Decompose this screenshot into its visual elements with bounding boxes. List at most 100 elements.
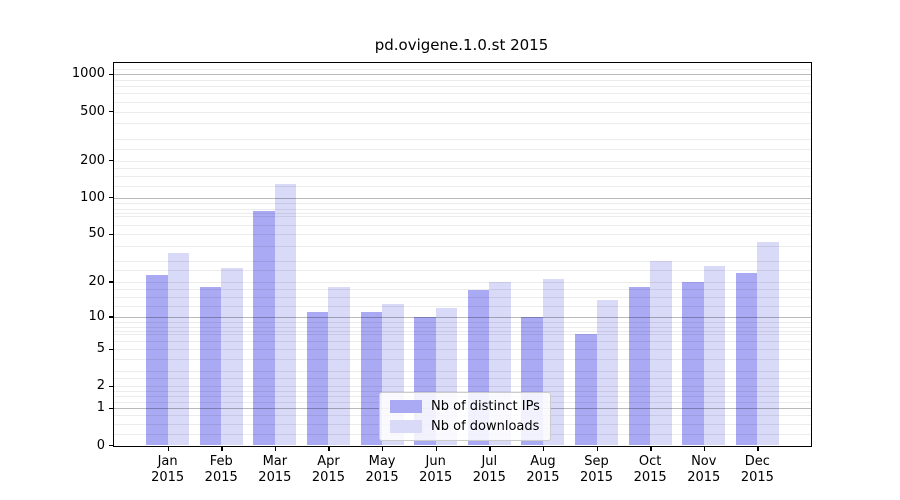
bar-distinct-ips-apr [306, 312, 329, 446]
major-gridline [114, 197, 811, 199]
x-tick-label-jan: Jan 2015 [140, 454, 196, 487]
minor-gridline [114, 69, 811, 71]
x-label-year: 2015 [204, 470, 238, 485]
minor-gridline [114, 224, 811, 226]
bar-distinct-ips-nov [682, 281, 704, 446]
legend-item-downloads: Nb of downloads [390, 419, 540, 434]
y-tick-0 [109, 445, 114, 447]
x-tick-label-may: May 2015 [354, 454, 410, 487]
minor-gridline [114, 86, 811, 88]
x-tick-aug [542, 445, 545, 451]
minor-gridline [114, 148, 811, 150]
x-tick-label-dec: Dec 2015 [729, 454, 785, 487]
minor-gridline [114, 234, 811, 236]
x-tick-label-oct: Oct 2015 [622, 454, 678, 487]
x-tick-feb [221, 445, 223, 451]
legend-label-distinct-ips: Nb of distinct IPs [431, 399, 540, 414]
y-tick-label-500: 500 [80, 103, 105, 119]
y-tick-5 [109, 348, 114, 351]
x-tick-may [382, 445, 384, 451]
x-label-year: 2015 [633, 470, 667, 485]
x-tick-dec [757, 445, 759, 451]
minor-gridline [114, 203, 811, 205]
x-label-month: Jan [157, 453, 178, 469]
legend-label-downloads: Nb of downloads [431, 419, 540, 434]
x-label-year: 2015 [419, 470, 453, 485]
x-tick-label-aug: Aug 2015 [515, 454, 571, 487]
x-label-year: 2015 [151, 470, 185, 485]
x-label-month: Jul [481, 453, 498, 469]
bar-downloads-sep [596, 300, 619, 446]
x-label-year: 2015 [258, 470, 292, 485]
x-label-month: Feb [209, 453, 233, 469]
y-tick-label-20: 20 [88, 273, 105, 289]
x-tick-label-nov: Nov 2015 [676, 454, 732, 487]
x-label-month: Mar [262, 453, 288, 469]
x-label-month: Nov [691, 453, 717, 469]
x-tick-mar [274, 445, 277, 451]
bar-downloads-oct [650, 261, 672, 446]
x-label-year: 2015 [579, 470, 614, 485]
major-gridline [114, 316, 811, 318]
y-tick-label-100: 100 [80, 189, 105, 205]
bar-distinct-ips-mar [253, 210, 275, 446]
y-tick-label-0: 0 [96, 437, 105, 453]
x-label-month: Dec [744, 453, 770, 469]
x-label-year: 2015 [311, 470, 345, 485]
minor-gridline [114, 80, 811, 81]
minor-gridline [114, 123, 811, 125]
x-label-year: 2015 [365, 470, 399, 485]
minor-gridline [114, 216, 811, 218]
bar-distinct-ips-jan [146, 274, 168, 446]
x-tick-apr [328, 445, 330, 451]
minor-gridline [114, 371, 811, 373]
minor-gridline [114, 333, 811, 335]
chart-title: pd.ovigene.1.0.st 2015 [374, 36, 549, 54]
x-tick-label-jul: Jul 2015 [461, 454, 517, 487]
bar-distinct-ips-may [360, 312, 383, 446]
legend-item-distinct-ips: Nb of distinct IPs [390, 399, 540, 414]
bar-downloads-jan [167, 252, 190, 446]
minor-gridline [114, 305, 811, 307]
x-label-month: Sep [584, 453, 609, 469]
x-label-month: Apr [317, 453, 340, 469]
x-label-month: May [368, 453, 396, 469]
minor-gridline [114, 101, 811, 103]
minor-gridline [114, 245, 811, 247]
plot-area: Nb of distinct IPs Nb of downloads Jan 20… [72, 62, 812, 485]
minor-gridline [114, 386, 811, 388]
bar-distinct-ips-feb [199, 287, 222, 446]
minor-gridline [114, 261, 811, 263]
x-label-year: 2015 [526, 470, 560, 485]
y-tick-label-5: 5 [96, 341, 105, 357]
x-label-month: Jun [425, 453, 446, 469]
bar-downloads-nov [703, 266, 726, 446]
x-tick-sep [596, 445, 598, 451]
bar-downloads-feb [221, 268, 243, 446]
legend-swatch-downloads [390, 420, 422, 433]
minor-gridline [114, 185, 811, 187]
minor-gridline [114, 340, 811, 342]
minor-gridline [114, 281, 811, 283]
y-tick-2 [109, 385, 114, 388]
y-tick-50 [109, 233, 114, 236]
major-gridline [114, 74, 811, 76]
x-label-year: 2015 [740, 470, 774, 485]
minor-gridline [114, 296, 811, 298]
minor-gridline [114, 378, 811, 380]
x-label-year: 2015 [472, 470, 506, 485]
x-tick-nov [703, 445, 706, 451]
bar-distinct-ips-sep [575, 333, 597, 446]
x-tick-label-jun: Jun 2015 [408, 454, 464, 487]
y-tick-label-200: 200 [80, 152, 105, 168]
minor-gridline [114, 93, 811, 95]
y-tick-label-2: 2 [96, 378, 105, 394]
x-tick-label-feb: Feb 2015 [193, 454, 249, 487]
legend: Nb of distinct IPs Nb of downloads [379, 392, 551, 441]
y-tick-1000 [109, 73, 114, 76]
minor-gridline [114, 111, 811, 113]
y-tick-500 [109, 111, 114, 113]
bar-distinct-ips-oct [628, 287, 651, 446]
minor-gridline [114, 349, 811, 351]
